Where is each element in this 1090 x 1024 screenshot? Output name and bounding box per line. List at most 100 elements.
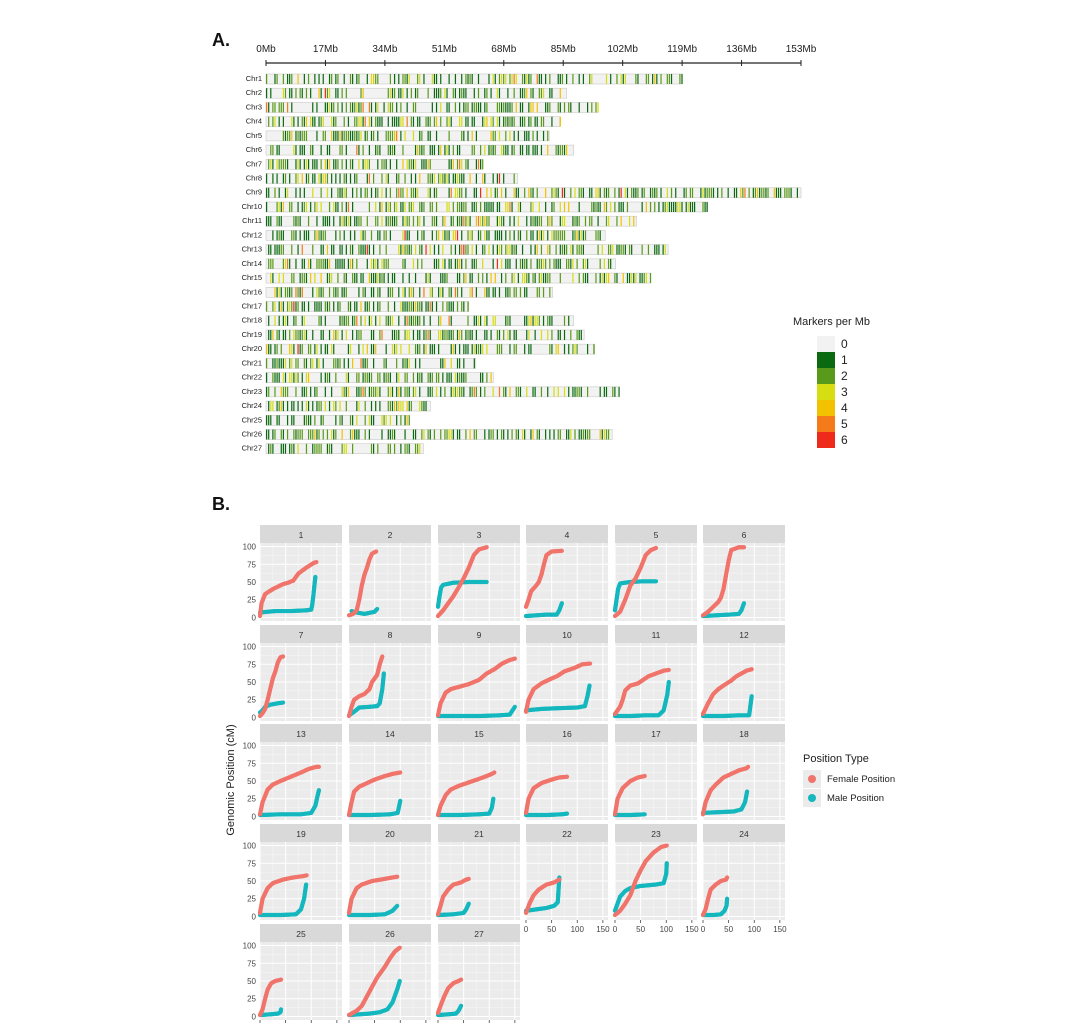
marker-stripe [444,145,446,156]
female-point [263,705,268,710]
female-point [269,679,275,684]
marker-stripe [352,273,354,284]
marker-stripe [553,386,555,397]
female-point [459,782,465,787]
chromosome-label: Chr13 [242,245,262,254]
female-point [480,546,485,551]
male-point [711,713,716,719]
male-point [309,604,315,609]
male-point [490,798,496,803]
male-point [436,601,441,606]
male-point [360,705,366,710]
marker-stripe [400,386,402,397]
female-point [547,550,552,556]
female-point [313,764,318,770]
male-point [633,713,638,718]
female-point [360,692,365,697]
male-point [281,608,286,614]
female-point [732,675,737,680]
female-point [265,699,270,704]
female-point [259,804,264,809]
male-point [354,812,359,818]
female-point [395,770,400,776]
marker-stripe [576,258,578,269]
male-point [316,791,321,796]
female-point [633,776,638,781]
male-point [307,811,312,816]
marker-stripe [469,386,471,397]
marker-stripe [274,287,276,298]
marker-stripe [417,216,419,227]
facet-panel: 16 [523,724,608,820]
marker-stripe [574,429,576,440]
marker-stripe [421,244,423,255]
male-point [381,671,386,676]
female-point [353,788,358,793]
female-point [436,708,442,714]
female-point [470,556,475,562]
male-point [617,582,622,588]
male-point [435,713,441,719]
male-point [449,580,454,586]
male-point [747,708,752,713]
marker-stripe [316,287,318,298]
marker-stripe [320,116,322,127]
female-point [727,556,732,561]
marker-stripe [312,329,314,340]
male-point [466,579,471,585]
male-point [297,812,302,817]
marker-stripe [442,358,444,369]
male-point [438,586,444,591]
marker-stripe [286,102,289,113]
male-point [259,708,265,713]
marker-stripe [429,386,431,397]
female-point [260,801,265,806]
female-point [451,593,456,598]
female-point [472,679,477,684]
female-point [548,549,553,555]
female-point [263,793,268,798]
male-point [705,713,710,719]
marker-stripe [677,201,679,212]
male-point [450,812,456,818]
marker-stripe [282,244,284,255]
marker-stripe [387,216,389,227]
female-point [437,703,443,708]
marker-stripe [526,386,528,397]
male-point [378,812,383,817]
male-point [748,699,754,704]
male-point [547,706,552,711]
female-point [615,798,620,803]
female-point [629,778,634,783]
female-point [359,586,364,591]
marker-stripe [274,301,276,312]
male-point [655,713,660,718]
marker-stripe [526,329,528,340]
female-point [562,774,568,780]
marker-stripe [286,315,289,326]
male-point [716,713,721,719]
male-point [479,579,485,585]
male-point [393,811,398,816]
female-point [747,667,753,672]
male-point [316,790,321,795]
marker-stripe [419,145,421,156]
marker-stripe [444,173,446,184]
female-point [724,681,729,686]
female-point [614,804,619,810]
female-point [365,564,370,569]
male-point [396,804,402,809]
marker-stripe [414,102,417,113]
marker-stripe [624,244,626,255]
marker-stripe [280,244,282,255]
marker-stripe [402,287,404,298]
male-point [449,713,455,719]
female-point [463,781,468,786]
marker-stripe [414,88,417,99]
male-point [385,812,390,817]
marker-stripe [356,429,358,440]
male-point [665,687,670,692]
marker-stripe [280,102,282,113]
marker-stripe [345,145,347,156]
y-axis-title: Genomic Position (cM) [225,724,237,835]
